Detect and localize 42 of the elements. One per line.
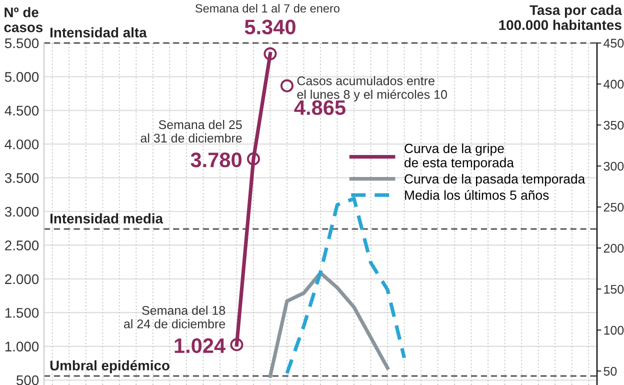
ref-line-label: Intensidad alta <box>50 27 147 38</box>
legend-label: Curva de la gripe de esta temporada <box>404 143 514 170</box>
y-tick-label: 4.000 <box>4 139 39 150</box>
y-tick-label: 1.500 <box>5 308 39 318</box>
legend-label: Media los últimos 5 años <box>405 190 549 200</box>
ref-line-label: Intensidad media <box>50 213 164 224</box>
annotation: Semana del 18 al 24 de diciembre <box>124 306 226 328</box>
y-tick-label: 500 <box>16 375 39 385</box>
point <box>280 79 294 92</box>
y-tick-label: 1.000 <box>5 342 39 352</box>
y2-tick-label: 400 <box>604 80 624 89</box>
y-tick-label: 2.000 <box>5 274 39 284</box>
y2-tick-label: 150 <box>604 284 624 294</box>
legend-label: Curva de la pasada temporada <box>404 174 586 186</box>
text: Semana del 1 al 7 de enero <box>195 4 340 13</box>
y-axis-title: Nº de casos <box>4 7 43 32</box>
annotation: Semana del 25 al 31 de diciembre <box>140 120 242 143</box>
y2-tick-label: 450 <box>604 38 624 48</box>
data-label: 5.340 <box>244 20 296 34</box>
y2-tick-label: 350 <box>604 120 624 130</box>
y-tick-label: 3.000 <box>4 206 39 217</box>
y-tick-label: 5.500 <box>4 38 39 48</box>
point <box>264 47 277 60</box>
data-label: 4.865 <box>294 100 346 115</box>
y-tick-label: 3.500 <box>4 173 39 183</box>
annotation: Casos acumulados entre el lunes 8 y el miércoles 10 <box>297 76 447 102</box>
ref-line-label: Umbral epidémico <box>50 360 170 374</box>
y2-tick-label: 300 <box>604 162 624 171</box>
line-series <box>285 196 406 376</box>
data-label: 1.024 <box>174 338 226 354</box>
y2-axis-title: Tasa por cada 100.000 habitantes <box>499 4 622 30</box>
point <box>230 338 244 352</box>
y-tick-label: 4.500 <box>4 106 39 116</box>
y2-tick-label: 100 <box>604 326 624 335</box>
data-label: 3.780 <box>190 152 242 168</box>
y-tick-label: 5.000 <box>4 72 39 82</box>
y2-tick-label: 250 <box>604 202 624 212</box>
point <box>246 152 260 166</box>
line-series <box>268 271 390 378</box>
y2-tick-label: 50 <box>604 366 617 376</box>
y2-tick-label: 200 <box>604 244 624 253</box>
y-tick-label: 2.500 <box>5 240 39 250</box>
